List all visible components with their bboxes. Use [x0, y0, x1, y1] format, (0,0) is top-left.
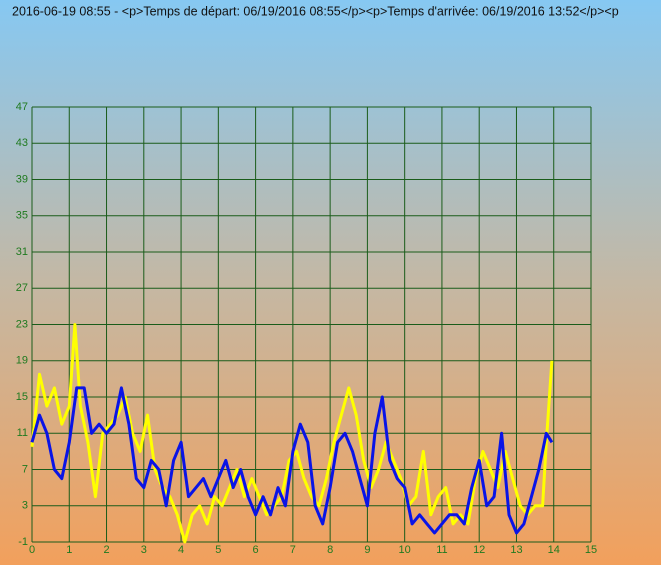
x-tick-label: 0 [29, 544, 35, 556]
x-tick-label: 1 [66, 544, 72, 556]
y-tick-label: 43 [16, 137, 28, 149]
y-tick-label: 23 [16, 318, 28, 330]
y-tick-label: 3 [22, 500, 28, 512]
x-tick-label: 5 [215, 544, 221, 556]
y-tick-label: 35 [16, 210, 28, 222]
y-tick-label: 39 [16, 173, 28, 185]
y-tick-label: -1 [18, 536, 28, 548]
y-tick-label: 7 [22, 463, 28, 475]
x-tick-label: 13 [510, 544, 522, 556]
y-tick-label: 27 [16, 282, 28, 294]
y-tick-label: 15 [16, 391, 28, 403]
x-tick-label: 9 [364, 544, 370, 556]
y-tick-label: 47 [16, 101, 28, 113]
x-tick-label: 4 [178, 544, 184, 556]
x-tick-label: 6 [253, 544, 259, 556]
x-tick-label: 2 [103, 544, 109, 556]
chart-title: 2016-06-19 08:55 - <p>Temps de départ: 0… [12, 4, 619, 18]
x-tick-label: 12 [473, 544, 485, 556]
line-series [30, 386, 554, 535]
x-tick-label: 11 [436, 544, 447, 556]
x-tick-label: 3 [141, 544, 147, 556]
y-tick-label: 19 [16, 355, 28, 367]
x-tick-label: 7 [290, 544, 296, 556]
x-tick-label: 14 [548, 544, 560, 556]
x-tick-label: 8 [327, 544, 333, 556]
y-tick-label: 11 [17, 427, 28, 439]
y-tick-label: 31 [16, 246, 28, 258]
x-tick-label: 10 [399, 544, 411, 556]
x-tick-label: 15 [585, 544, 597, 556]
